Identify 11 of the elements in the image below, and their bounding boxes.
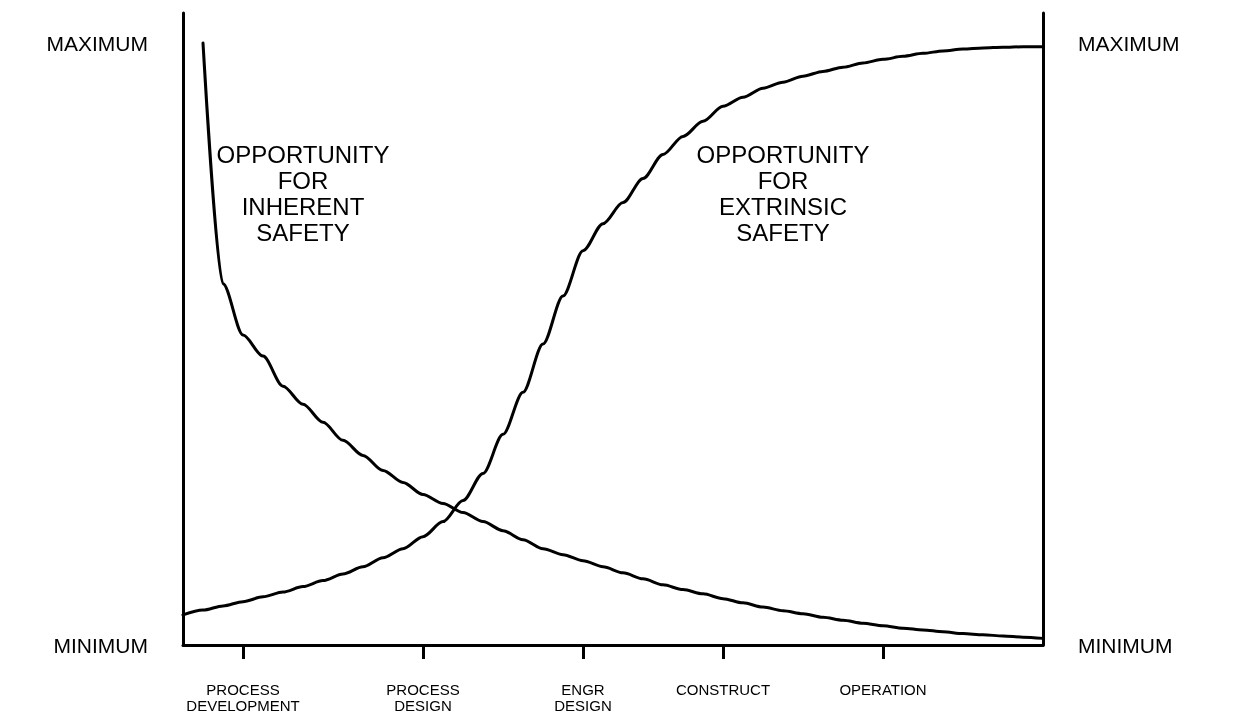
text: MINIMUM: [1078, 633, 1173, 657]
annotation: OPPORTUNITY FOR INHERENT SAFETY: [216, 141, 390, 247]
text: MINIMUM: [53, 633, 148, 657]
x-tick-label: PROCESS DEVELOPMENT: [186, 680, 300, 714]
x-tick-label: OPERATION: [839, 680, 927, 698]
x-tick-label: CONSTRUCT: [675, 680, 771, 698]
x-tick-label: PROCESS DESIGN: [386, 680, 460, 714]
text: MAXIMUM: [1078, 31, 1180, 55]
text: MAXIMUM: [46, 31, 148, 55]
x-tick-label: ENGR DESIGN: [554, 680, 612, 714]
annotation: OPPORTUNITY FOR EXTRINSIC SAFETY: [696, 141, 870, 247]
